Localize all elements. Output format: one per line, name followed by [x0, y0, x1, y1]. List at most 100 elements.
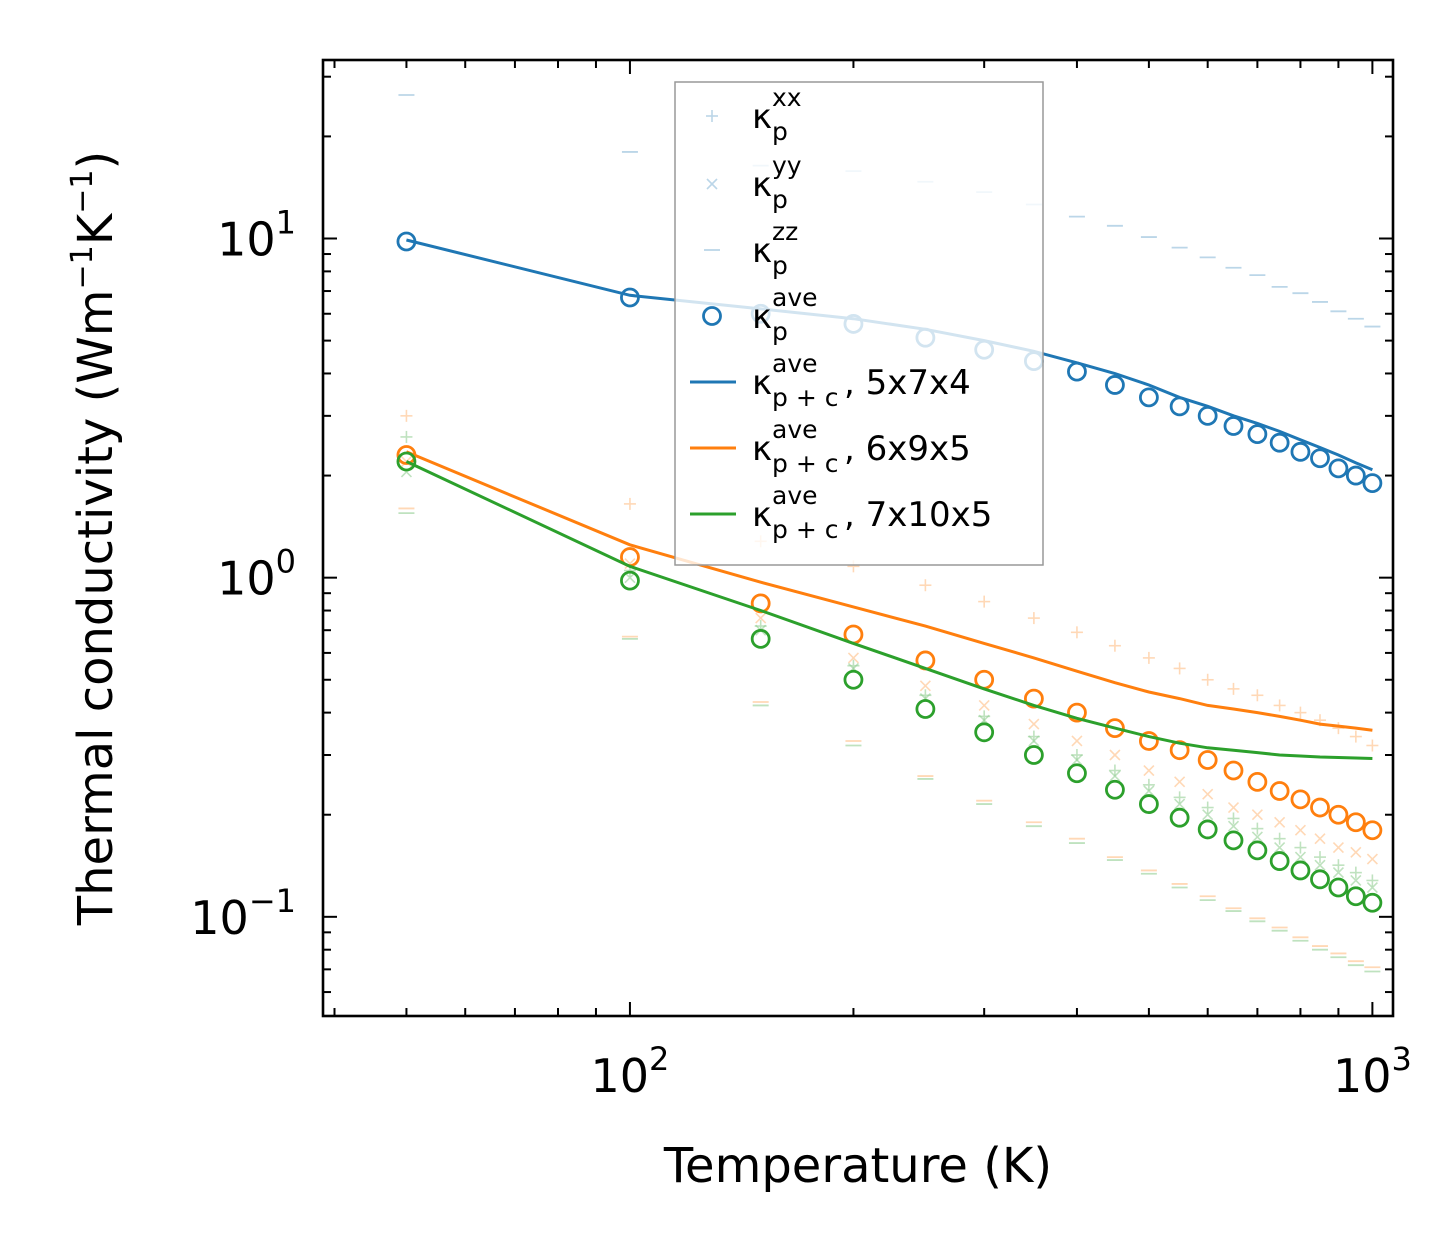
- point-kpyy-6x9x5-900-b: [1332, 842, 1344, 854]
- point-kpxx-6x9x5-950: [1349, 730, 1362, 743]
- y-axis-title: Thermal conductivity (Wm−1K−1): [65, 151, 124, 926]
- legend-label-sub: p: [772, 317, 788, 346]
- point-kpyy-6x9x5-550: [1174, 776, 1186, 788]
- point-kp-ave-5x7x4-1000: [1362, 473, 1383, 494]
- legend-label: κp xx: [752, 83, 802, 146]
- point-kpyy-6x9x5-850: [1314, 833, 1326, 845]
- point-kp-ave-7x10x5-700: [1247, 840, 1268, 861]
- point-kpyy-6x9x5-950-b: [1350, 846, 1362, 858]
- y-tick-label-base: 10: [217, 552, 276, 606]
- point-kpyy-6x9x5-550-b: [1174, 776, 1186, 788]
- point-kp-ave-7x10x5-50: [396, 451, 417, 472]
- point-kpyy-6x9x5-300: [978, 699, 990, 712]
- point-kp-ave-7x10x5-900: [1328, 877, 1349, 898]
- legend-label-base: κ: [752, 363, 772, 403]
- point-kpyy-7x10x5-400: [1071, 754, 1083, 766]
- point-kpyy-7x10x5-600: [1202, 809, 1214, 821]
- legend-label-base: κ: [752, 231, 772, 271]
- point-kpyy-7x10x5-800-b: [1294, 851, 1307, 863]
- legend-label-suffix: , 5x7x4: [844, 363, 971, 403]
- point-kp-ave-6x9x5-650: [1223, 760, 1244, 781]
- legend-label-base: κ: [752, 429, 772, 469]
- point-kpxx-6x9x5-1000: [1366, 739, 1379, 752]
- point-kpxx-6x9x5-350: [1027, 612, 1040, 625]
- point-kpyy-6x9x5-800-b: [1294, 824, 1307, 836]
- point-kpxx-7x10x5-900: [1332, 859, 1345, 872]
- point-kpyy-7x10x5-950-b: [1350, 874, 1362, 887]
- point-kp-ave-6x9x5-500: [1138, 731, 1159, 751]
- point-kpyy-7x10x5-650-b: [1227, 820, 1240, 832]
- point-kp-ave-5x7x4-700: [1247, 424, 1268, 445]
- tick-layer: [323, 60, 1393, 1016]
- point-kpyy-7x10x5-550-b: [1174, 798, 1186, 810]
- point-kpyy-6x9x5-500: [1143, 764, 1155, 777]
- point-kpyy-7x10x5-850: [1314, 859, 1326, 871]
- legend-label: κp ave: [752, 283, 818, 346]
- point-kp-ave-5x7x4-800: [1290, 441, 1311, 462]
- point-kp-ave-5x7x4-100: [620, 287, 640, 308]
- point-kp-ave-5x7x4-650: [1223, 416, 1244, 436]
- legend-label: κp + c ave , 7x10x5: [752, 481, 992, 544]
- point-kpxx-6x9x5-100: [623, 497, 636, 510]
- legend-label-base: κ: [752, 495, 772, 535]
- point-kp-ave-6x9x5-450: [1105, 718, 1125, 739]
- point-kpyy-7x10x5-850-b: [1314, 859, 1326, 871]
- point-kp-ave-6x9x5-400: [1067, 702, 1087, 723]
- point-kpyy-6x9x5-1000: [1366, 853, 1378, 865]
- point-kp-ave-6x9x5-900: [1328, 804, 1349, 825]
- point-kp-ave-5x7x4-450: [1105, 375, 1125, 395]
- point-kp-ave-7x10x5-500: [1138, 794, 1159, 814]
- point-kp-ave-7x10x5-1000: [1362, 892, 1383, 913]
- legend-handle-cross: [706, 178, 718, 190]
- x-axis-title: Temperature (K): [663, 1138, 1052, 1194]
- point-kpxx-7x10x5-550: [1173, 791, 1186, 804]
- point-kpxx-6x9x5-700: [1251, 689, 1264, 702]
- point-kp-ave-5x7x4-950: [1345, 465, 1366, 486]
- point-kpyy-7x10x5-700-b: [1251, 831, 1263, 843]
- x-tick-label-exp: 3: [1391, 1040, 1411, 1078]
- point-kp-ave-6x9x5-950: [1345, 812, 1366, 833]
- point-kpyy-6x9x5-500-b: [1143, 764, 1155, 777]
- point-kpxx-6x9x5-800: [1294, 706, 1307, 719]
- point-kp-ave-7x10x5-800: [1290, 860, 1311, 881]
- point-kpyy-7x10x5-350: [1028, 735, 1040, 747]
- point-kp-ave-5x7x4-900: [1328, 458, 1349, 479]
- point-kpxx-6x9x5-600: [1201, 673, 1214, 686]
- point-kp-ave-6x9x5-750: [1269, 781, 1290, 801]
- point-kpyy-6x9x5-950: [1350, 846, 1362, 858]
- point-kpyy-7x10x5-800: [1294, 851, 1307, 863]
- point-kpxx-7x10x5-1000: [1366, 874, 1379, 887]
- x-tick-label-exp: 2: [649, 1040, 669, 1078]
- point-kpyy-6x9x5-1000-b: [1366, 853, 1378, 865]
- point-kpyy-6x9x5-400-b: [1071, 735, 1083, 747]
- point-kpyy-7x10x5-750-b: [1274, 842, 1286, 854]
- point-kp-ave-6x9x5-600: [1197, 750, 1218, 770]
- point-kp-ave-7x10x5-600: [1197, 819, 1218, 840]
- legend-entry-6: κp + c ave , 6x9x5: [690, 415, 971, 478]
- legend-entry-3: κp zz: [704, 217, 798, 280]
- legend-label-base: κ: [752, 97, 772, 137]
- point-kpyy-6x9x5-250-b: [919, 680, 931, 692]
- series-6x9x5: [396, 409, 1383, 969]
- legend-label-suffix: , 7x10x5: [844, 495, 992, 535]
- point-kpxx-7x10x5-850: [1313, 851, 1326, 864]
- point-kp-ave-7x10x5-150: [750, 628, 771, 649]
- legend-label-suffix: , 6x9x5: [844, 429, 971, 469]
- point-kpyy-7x10x5-1000-b: [1366, 881, 1378, 894]
- y-tick-label-1: 100: [217, 543, 296, 606]
- point-kpxx-7x10x5-800: [1294, 841, 1307, 854]
- point-kpxx-7x10x5-50: [400, 430, 413, 443]
- point-kpxx-7x10x5-950: [1349, 866, 1362, 879]
- point-kpyy-6x9x5-700: [1251, 809, 1263, 821]
- point-kpyy-6x9x5-900: [1332, 842, 1344, 854]
- point-kpyy-7x10x5-600-b: [1202, 809, 1214, 821]
- point-kpyy-6x9x5-750-b: [1274, 816, 1286, 828]
- point-kpxx-6x9x5-450: [1108, 639, 1121, 652]
- legend-entry-4: κp ave: [702, 283, 818, 346]
- legend-entry-1: κp xx: [706, 83, 802, 146]
- point-kpyy-7x10x5-650: [1227, 820, 1240, 832]
- point-kpxx-6x9x5-550: [1173, 662, 1186, 675]
- y-tick-label-exp: 1: [276, 204, 296, 242]
